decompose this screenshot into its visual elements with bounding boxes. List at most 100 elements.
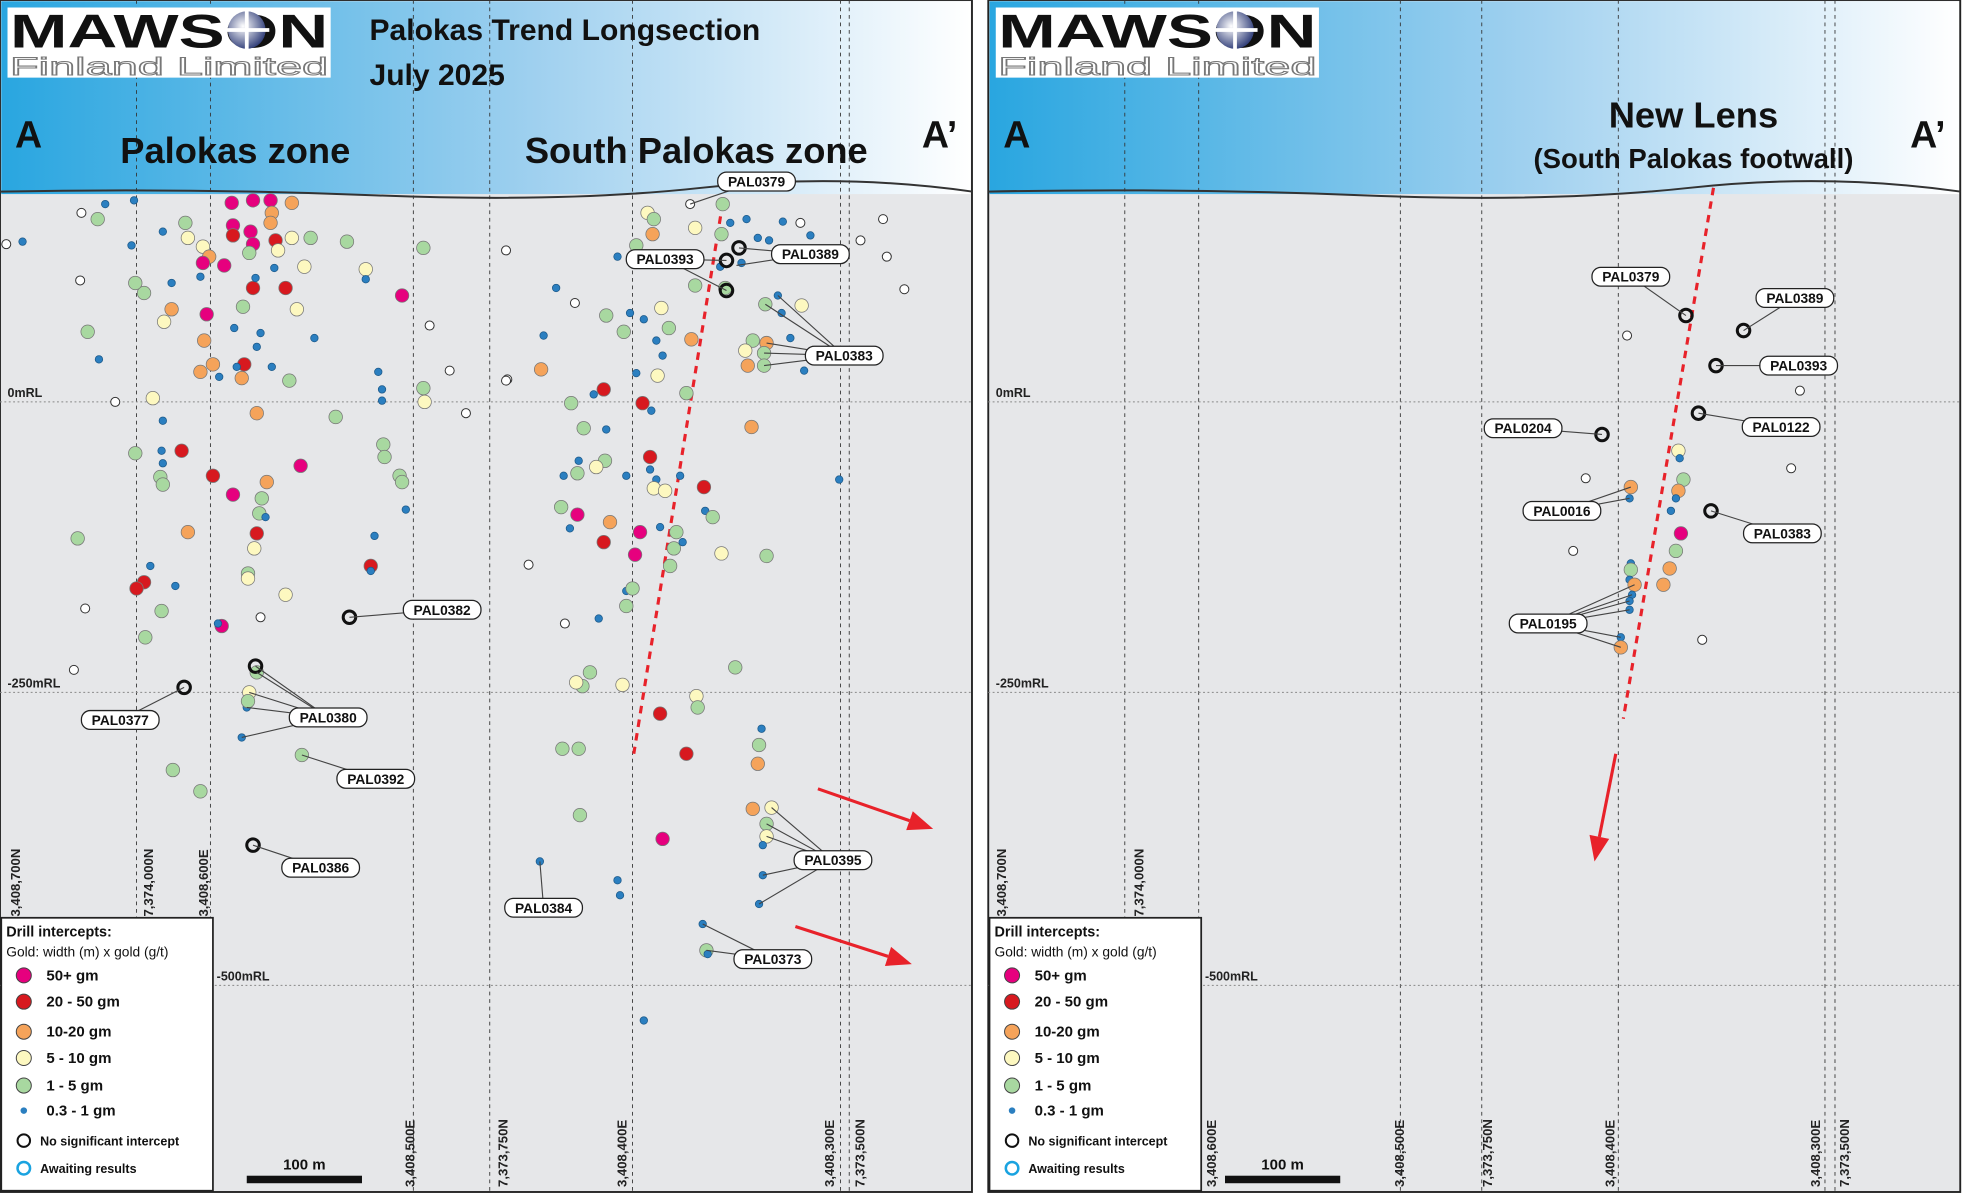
dot-10-20-gm bbox=[745, 801, 760, 816]
legend-swatch bbox=[1004, 1050, 1021, 1067]
dot-1-5-gm bbox=[625, 581, 640, 596]
legend-item-label: 0.3 - 1 gm bbox=[1035, 1103, 1104, 1120]
legend-item-label: 5 - 10 gm bbox=[46, 1050, 111, 1067]
dot-0.3-1-gm bbox=[196, 272, 205, 281]
dot-no-significant-intercept bbox=[76, 207, 87, 218]
label-box bbox=[770, 244, 850, 265]
dot-10-20-gm bbox=[602, 514, 618, 530]
drill-hole-label: PAL0377 bbox=[80, 709, 160, 730]
label-box bbox=[80, 709, 160, 730]
drill-hole-id: PAL0379 bbox=[728, 175, 785, 190]
dot-0.3-1-gm bbox=[574, 456, 583, 465]
grid-coordinate-label: 3,408,400E bbox=[1603, 1120, 1618, 1187]
left_panel: 0mRL -250mRL -500mRL 3,408,700N 7,374,000N 3,… bbox=[0, 0, 973, 1193]
dot-10-20-gm bbox=[1656, 577, 1671, 592]
drill-hole-id: PAL0382 bbox=[414, 603, 471, 618]
dot-1-5-gm bbox=[136, 285, 152, 301]
dot-1-5-gm bbox=[599, 308, 614, 323]
dot-5-10-gm bbox=[759, 829, 774, 844]
topography-surface-line bbox=[0, 180, 973, 199]
dot-1-5-gm bbox=[666, 541, 682, 556]
dot-0.3-1-gm bbox=[171, 581, 180, 591]
legend-swatch bbox=[15, 993, 32, 1010]
dot-50plus-gm bbox=[245, 193, 261, 208]
legend-item-label: 50+ gm bbox=[46, 967, 98, 984]
logo-background bbox=[995, 7, 1319, 78]
dot-5-10-gm bbox=[589, 459, 604, 475]
logo-subtitle-text: Finland Limited bbox=[10, 53, 328, 81]
drill-hole-id: PAL0384 bbox=[515, 901, 572, 916]
dot-no-significant-intercept-labelled bbox=[718, 282, 735, 299]
legend-item-label: 5 - 10 gm bbox=[1035, 1050, 1100, 1067]
dot-no-significant-intercept bbox=[523, 559, 534, 570]
section-start-marker: A bbox=[15, 114, 42, 156]
drill-hole-id: PAL0195 bbox=[1520, 617, 1577, 632]
grid-coordinate-label: 7,373,750N bbox=[1480, 1119, 1495, 1187]
dot-0.3-1-gm bbox=[146, 561, 155, 571]
dot-5-10-gm bbox=[714, 546, 729, 561]
dot-1-5-gm bbox=[576, 421, 591, 436]
dot-20-50-gm bbox=[245, 280, 261, 296]
dot-no-significant-intercept bbox=[1622, 330, 1633, 341]
dot-0.3-1-gm bbox=[370, 531, 379, 541]
legend-swatch bbox=[16, 1133, 32, 1148]
dot-0.3-1-gm bbox=[267, 362, 276, 371]
dot-20-50-gm bbox=[249, 526, 264, 541]
logo-brand-text: MAWSON bbox=[10, 6, 328, 59]
dot-1-5-gm bbox=[240, 694, 256, 709]
label-box bbox=[793, 850, 873, 871]
legend: Drill intercepts: Gold: width (m) x gold … bbox=[988, 916, 1203, 1192]
legend-swatch bbox=[15, 967, 32, 984]
dot-10-20-gm bbox=[645, 227, 660, 242]
dot-0.3-1-gm bbox=[565, 524, 575, 533]
dot-1-5-gm bbox=[669, 525, 684, 540]
zone-label-south-palokas: South Palokas zone bbox=[525, 130, 868, 171]
dot-no-significant-intercept bbox=[559, 618, 570, 629]
dot-no-significant-intercept bbox=[1794, 385, 1805, 396]
legend: Drill intercepts: Gold: width (m) x gold … bbox=[0, 916, 214, 1192]
dot-20-50-gm bbox=[696, 479, 712, 495]
dot-0.3-1-gm bbox=[167, 278, 176, 288]
dot-1-5-gm bbox=[582, 665, 598, 680]
dot-1-5-gm bbox=[235, 299, 251, 314]
topography-surface-line bbox=[988, 180, 1961, 199]
dot-0.3-1-gm bbox=[361, 275, 370, 284]
legend-swatch bbox=[1004, 1077, 1021, 1094]
dot-5-10-gm bbox=[180, 230, 196, 246]
legend-swatch bbox=[20, 1107, 28, 1114]
figure-date: July 2025 bbox=[370, 59, 505, 92]
grid-coordinate-label: 3,408,600E bbox=[1204, 1120, 1219, 1187]
dot-0.3-1-gm bbox=[261, 512, 270, 522]
drill-hole-id: PAL0377 bbox=[92, 713, 149, 728]
dot-no-significant-intercept bbox=[68, 664, 79, 675]
dot-0.3-1-gm bbox=[551, 283, 561, 293]
dot-1-5-gm bbox=[303, 230, 318, 246]
legend-box bbox=[988, 916, 1203, 1192]
logo-brand-text: MAWSON bbox=[998, 6, 1316, 59]
dot-10-20-gm bbox=[164, 302, 179, 317]
dot-5-10-gm bbox=[297, 259, 312, 274]
plunge-arrow-head bbox=[884, 946, 912, 966]
dot-0.3-1-gm bbox=[806, 231, 815, 240]
dot-50plus-gm bbox=[224, 195, 239, 210]
drill-hole-id: PAL0393 bbox=[637, 252, 694, 267]
grid-coordinate-label: 3,408,300E bbox=[1808, 1120, 1823, 1187]
dot-0.3-1-gm bbox=[158, 227, 167, 236]
legend-swatch bbox=[1004, 967, 1021, 984]
dot-5-10-gm bbox=[569, 675, 584, 690]
drill-hole-label: PAL0393 bbox=[625, 249, 705, 270]
dot-0.3-1-gm bbox=[251, 273, 260, 283]
dot-0.3-1-gm bbox=[232, 362, 241, 371]
dot-1-5-gm bbox=[394, 474, 410, 490]
dot-1-5-gm bbox=[178, 215, 193, 231]
dot-1-5-gm bbox=[1623, 562, 1638, 577]
drill-hole-label: PAL0383 bbox=[804, 345, 884, 366]
drill-hole-label: PAL0380 bbox=[288, 707, 368, 728]
globe-cross-icon bbox=[1212, 7, 1258, 53]
dot-0.3-1-gm bbox=[639, 1016, 648, 1025]
dot-50plus-gm bbox=[225, 487, 241, 502]
dot-1-5-gm bbox=[662, 558, 678, 574]
dot-1-5-gm bbox=[80, 324, 95, 339]
scale-bar-label: 100 m bbox=[1261, 1156, 1304, 1173]
